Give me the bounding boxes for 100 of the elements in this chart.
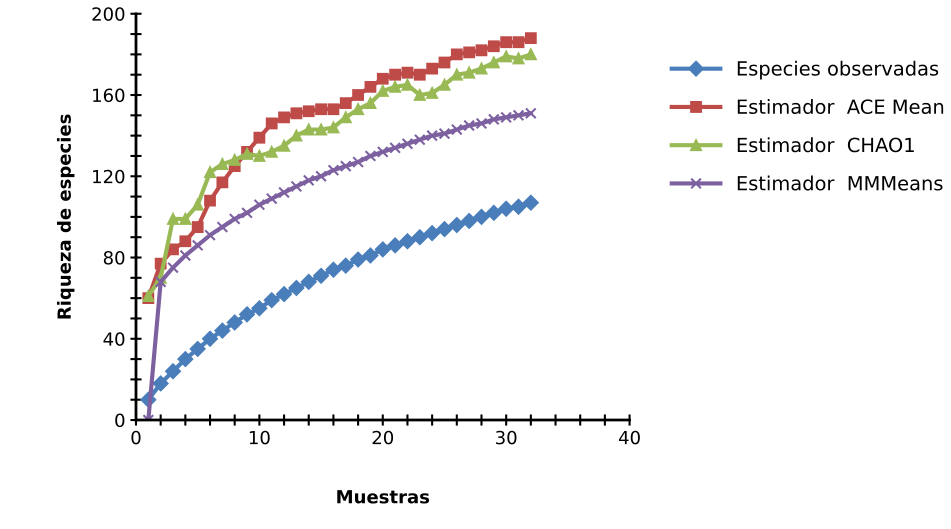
point	[402, 138, 414, 150]
point	[463, 66, 476, 79]
y-tick-label: 0	[115, 413, 124, 428]
point	[450, 48, 463, 60]
point	[214, 322, 230, 339]
point	[364, 150, 376, 162]
point	[152, 376, 169, 392]
point	[450, 124, 463, 136]
point	[190, 341, 206, 357]
point	[216, 176, 228, 188]
point	[315, 103, 327, 116]
point	[364, 80, 376, 93]
point	[278, 186, 290, 198]
legend-label: Estimador ACE Mean	[738, 98, 944, 114]
point	[192, 221, 204, 233]
point	[192, 198, 204, 211]
point	[216, 221, 228, 233]
point	[167, 262, 179, 274]
point	[192, 239, 204, 252]
point	[414, 89, 426, 101]
point	[278, 111, 290, 124]
point	[167, 243, 179, 256]
point	[524, 48, 537, 60]
point	[302, 124, 315, 136]
point	[500, 36, 512, 48]
point	[510, 198, 526, 215]
legend-label: Estimador CHAO1	[738, 137, 914, 152]
point	[498, 200, 514, 217]
point	[424, 225, 440, 242]
y-tick-label: 160	[93, 88, 124, 102]
point	[463, 46, 476, 58]
legend-label: Estimador MMMeans	[738, 175, 943, 191]
point	[364, 97, 376, 110]
point	[448, 217, 465, 233]
point	[302, 174, 315, 186]
y-tick-label: 200	[92, 7, 124, 21]
point	[204, 194, 216, 207]
point	[328, 164, 340, 176]
point	[438, 56, 450, 68]
point	[328, 103, 340, 116]
point	[179, 213, 192, 225]
point	[251, 300, 268, 316]
point	[340, 160, 352, 172]
point	[426, 62, 438, 75]
point	[204, 229, 216, 242]
point	[300, 274, 317, 290]
point	[340, 97, 352, 110]
point	[278, 140, 290, 152]
point	[352, 103, 364, 116]
point	[426, 87, 438, 99]
x-axis-title: Muestras	[337, 490, 430, 504]
point	[315, 124, 327, 136]
point	[488, 40, 500, 52]
point	[389, 142, 402, 154]
point	[241, 206, 253, 219]
point	[266, 118, 278, 130]
legend-label: Especies observadas	[738, 60, 938, 80]
point	[476, 62, 488, 75]
x-tick-label: 40	[618, 430, 640, 444]
point	[387, 237, 404, 254]
point	[228, 213, 241, 225]
point	[204, 166, 216, 178]
x-tick-label: 10	[250, 430, 270, 444]
x-tick-label: 20	[372, 430, 394, 444]
point	[266, 192, 278, 205]
point	[461, 213, 478, 229]
point	[376, 85, 389, 97]
point	[476, 44, 488, 56]
point	[179, 235, 192, 248]
point	[328, 122, 340, 134]
point	[362, 248, 378, 264]
point	[414, 68, 426, 81]
point	[290, 107, 302, 120]
point	[376, 146, 389, 158]
point	[376, 72, 389, 85]
point	[253, 132, 266, 144]
x-tick-label: 30	[496, 430, 516, 444]
y-tick-label: 120	[93, 170, 124, 184]
point	[276, 286, 292, 302]
point	[266, 146, 278, 158]
point	[326, 262, 342, 278]
point	[414, 134, 426, 146]
point	[512, 52, 524, 64]
point	[177, 351, 194, 368]
point	[241, 148, 253, 160]
point	[488, 56, 500, 68]
point	[474, 208, 490, 225]
point	[302, 105, 315, 118]
point	[389, 80, 402, 93]
point	[522, 194, 539, 211]
y-tick-label: 80	[104, 250, 124, 265]
point	[524, 32, 537, 44]
point	[400, 233, 416, 250]
point	[165, 363, 181, 380]
point	[264, 292, 280, 308]
point	[402, 66, 414, 79]
point	[290, 180, 302, 192]
point	[438, 78, 450, 91]
point	[253, 150, 266, 162]
point	[412, 229, 428, 246]
